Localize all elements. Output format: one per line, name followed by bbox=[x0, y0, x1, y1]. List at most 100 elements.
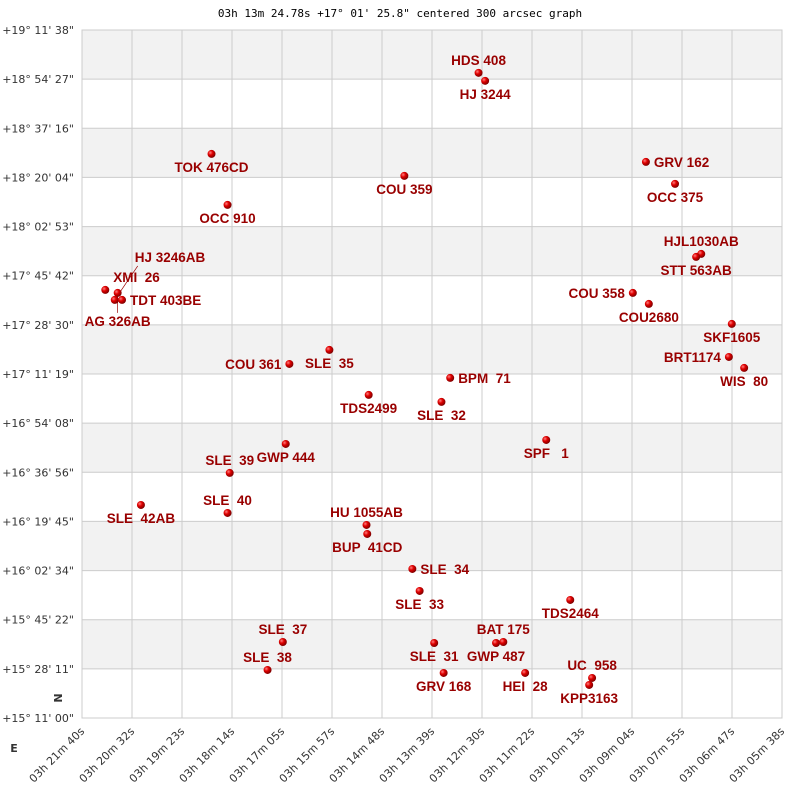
star-label: UC 958 bbox=[567, 658, 617, 673]
star-point[interactable]: SLE 35 bbox=[305, 345, 354, 371]
star-point[interactable]: STT 563AB bbox=[660, 252, 732, 278]
star-point[interactable]: GRV 168 bbox=[416, 668, 472, 694]
star-point[interactable]: OCC 375 bbox=[647, 179, 704, 205]
star-label: SKF1605 bbox=[703, 330, 761, 345]
star-point[interactable]: HJ 3244 bbox=[460, 76, 512, 102]
star-marker[interactable] bbox=[223, 200, 232, 209]
star-marker[interactable] bbox=[542, 435, 551, 444]
star-marker[interactable] bbox=[628, 288, 637, 297]
star-marker[interactable] bbox=[566, 595, 575, 604]
star-marker[interactable] bbox=[727, 319, 736, 328]
star-marker[interactable] bbox=[671, 179, 680, 188]
star-marker[interactable] bbox=[499, 637, 508, 646]
star-point[interactable]: SLE 42AB bbox=[107, 500, 176, 526]
star-marker[interactable] bbox=[400, 171, 409, 180]
star-marker[interactable] bbox=[644, 299, 653, 308]
star-marker[interactable] bbox=[724, 352, 733, 361]
star-marker[interactable] bbox=[207, 149, 216, 158]
star-point[interactable]: SLE 40 bbox=[203, 493, 252, 517]
star-point[interactable]: SLE 34 bbox=[408, 562, 470, 577]
star-marker[interactable] bbox=[446, 373, 455, 382]
star-marker[interactable] bbox=[263, 665, 272, 674]
star-point[interactable]: SLE 38 bbox=[243, 650, 292, 674]
star-marker[interactable] bbox=[285, 359, 294, 368]
star-label: OCC 375 bbox=[647, 190, 704, 205]
star-point[interactable]: GWP 487 bbox=[467, 638, 525, 664]
star-marker[interactable] bbox=[641, 157, 650, 166]
star-marker[interactable] bbox=[362, 520, 371, 529]
star-point[interactable]: WIS 80 bbox=[720, 363, 768, 389]
star-point[interactable]: TOK 476CD bbox=[175, 149, 249, 175]
star-marker[interactable] bbox=[101, 285, 110, 294]
star-point[interactable]: SLE 33 bbox=[395, 586, 445, 612]
star-point[interactable]: COU 359 bbox=[376, 171, 432, 197]
star-label: SLE 37 bbox=[258, 622, 307, 637]
star-label: BAT 175 bbox=[477, 622, 531, 637]
y-tick-labels: +19° 11' 38" +18° 54' 27" +18° 37' 16" +18°… bbox=[2, 24, 74, 725]
star-points: HDS 408 HJ 3244 TOK 476CD COU 359 GRV 162 OCC… bbox=[85, 53, 769, 706]
y-tick-label: +15° 28' 11" bbox=[2, 663, 74, 676]
star-point[interactable]: BUP 41CD bbox=[332, 529, 403, 555]
star-marker[interactable] bbox=[136, 500, 145, 509]
star-label: GWP 487 bbox=[467, 649, 525, 664]
star-marker[interactable] bbox=[415, 586, 424, 595]
star-point[interactable]: TDT 403BE bbox=[118, 293, 201, 308]
star-point[interactable]: BRT1174 bbox=[664, 350, 733, 365]
star-marker[interactable] bbox=[492, 638, 501, 647]
star-marker[interactable] bbox=[278, 637, 287, 646]
star-marker[interactable] bbox=[474, 68, 483, 77]
star-marker[interactable] bbox=[740, 363, 749, 372]
star-marker[interactable] bbox=[223, 508, 232, 517]
star-marker[interactable] bbox=[437, 397, 446, 406]
star-point[interactable]: TDS2499 bbox=[340, 390, 397, 416]
star-marker[interactable] bbox=[588, 673, 597, 682]
star-point[interactable]: SPF 1 bbox=[524, 435, 570, 461]
star-point[interactable]: SLE 37 bbox=[258, 622, 307, 646]
star-point[interactable]: GRV 162 bbox=[641, 155, 709, 170]
star-point[interactable]: SLE 39 bbox=[205, 453, 254, 477]
star-point[interactable]: XMI 26 bbox=[101, 270, 160, 294]
star-marker[interactable] bbox=[364, 390, 373, 399]
star-point[interactable]: SLE 32 bbox=[417, 397, 466, 423]
star-marker[interactable] bbox=[281, 439, 290, 448]
star-marker[interactable] bbox=[439, 668, 448, 677]
star-marker[interactable] bbox=[481, 76, 490, 85]
star-point[interactable]: COU 361 bbox=[225, 357, 294, 372]
star-marker[interactable] bbox=[118, 295, 127, 304]
star-point[interactable]: HEI 28 bbox=[503, 668, 549, 694]
star-label: SPF 1 bbox=[524, 446, 570, 461]
star-marker[interactable] bbox=[113, 288, 122, 297]
star-point[interactable]: OCC 910 bbox=[199, 200, 256, 226]
star-point[interactable]: TDS2464 bbox=[542, 595, 600, 621]
star-point[interactable]: COU 358 bbox=[569, 286, 637, 301]
star-marker[interactable] bbox=[325, 345, 334, 354]
star-point[interactable]: KPP3163 bbox=[560, 680, 619, 706]
star-label: SLE 40 bbox=[203, 493, 252, 508]
star-marker[interactable] bbox=[521, 668, 530, 677]
star-point[interactable]: COU2680 bbox=[619, 299, 679, 325]
star-point[interactable]: SKF1605 bbox=[703, 319, 761, 345]
star-label: GRV 162 bbox=[654, 155, 709, 170]
star-marker[interactable] bbox=[692, 252, 701, 261]
star-label: BPM 71 bbox=[458, 371, 511, 386]
star-point[interactable]: GWP 444 bbox=[257, 439, 316, 465]
star-marker[interactable] bbox=[363, 529, 372, 538]
star-marker[interactable] bbox=[585, 680, 594, 689]
star-marker[interactable] bbox=[430, 638, 439, 647]
star-point[interactable]: HDS 408 bbox=[451, 53, 506, 77]
star-point[interactable]: SLE 31 bbox=[410, 638, 459, 664]
star-marker[interactable] bbox=[110, 295, 119, 304]
star-marker[interactable] bbox=[408, 564, 417, 573]
star-point[interactable]: HJ 3246AB bbox=[110, 250, 206, 304]
star-point[interactable]: BPM 71 bbox=[446, 371, 511, 386]
star-point[interactable]: BAT 175 bbox=[477, 622, 531, 646]
star-label: SLE 33 bbox=[395, 597, 444, 612]
star-label: KPP3163 bbox=[560, 691, 618, 706]
star-label: BRT1174 bbox=[664, 350, 722, 365]
star-point[interactable]: HU 1055AB bbox=[330, 505, 403, 529]
star-label: COU 361 bbox=[225, 357, 282, 372]
star-point[interactable]: UC 958 bbox=[567, 658, 617, 682]
star-marker[interactable] bbox=[225, 468, 234, 477]
star-point[interactable]: AG 326AB bbox=[85, 288, 151, 329]
